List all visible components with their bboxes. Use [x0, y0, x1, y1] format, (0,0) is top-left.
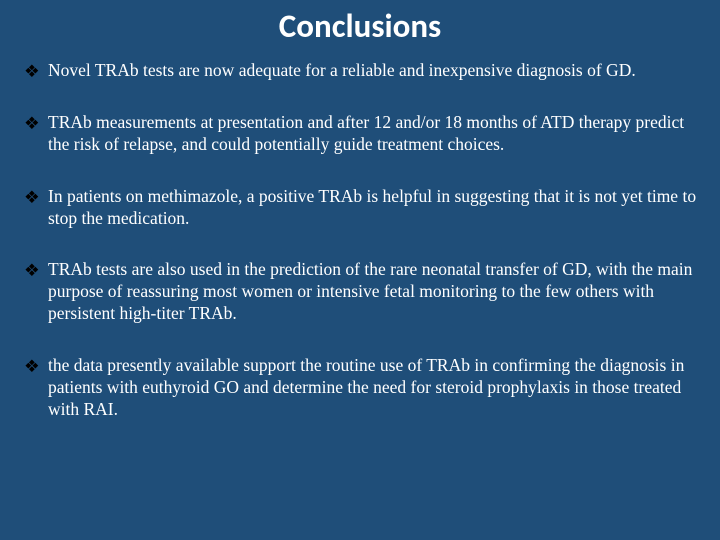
diamond-bullet-icon: ❖: [24, 61, 40, 83]
list-item: ❖ TRAb tests are also used in the predic…: [22, 259, 698, 325]
diamond-bullet-icon: ❖: [24, 187, 40, 209]
bullet-text: the data presently available support the…: [48, 355, 698, 421]
bullet-text: TRAb measurements at presentation and af…: [48, 112, 698, 156]
list-item: ❖ In patients on methimazole, a positive…: [22, 186, 698, 230]
list-item: ❖ the data presently available support t…: [22, 355, 698, 421]
diamond-bullet-icon: ❖: [24, 356, 40, 378]
diamond-bullet-icon: ❖: [24, 260, 40, 282]
bullet-list: ❖ Novel TRAb tests are now adequate for …: [22, 60, 698, 421]
bullet-text: In patients on methimazole, a positive T…: [48, 186, 698, 230]
bullet-text: TRAb tests are also used in the predicti…: [48, 259, 698, 325]
bullet-text: Novel TRAb tests are now adequate for a …: [48, 60, 698, 82]
list-item: ❖ Novel TRAb tests are now adequate for …: [22, 60, 698, 82]
diamond-bullet-icon: ❖: [24, 113, 40, 135]
slide-title: Conclusions: [22, 6, 698, 46]
list-item: ❖ TRAb measurements at presentation and …: [22, 112, 698, 156]
